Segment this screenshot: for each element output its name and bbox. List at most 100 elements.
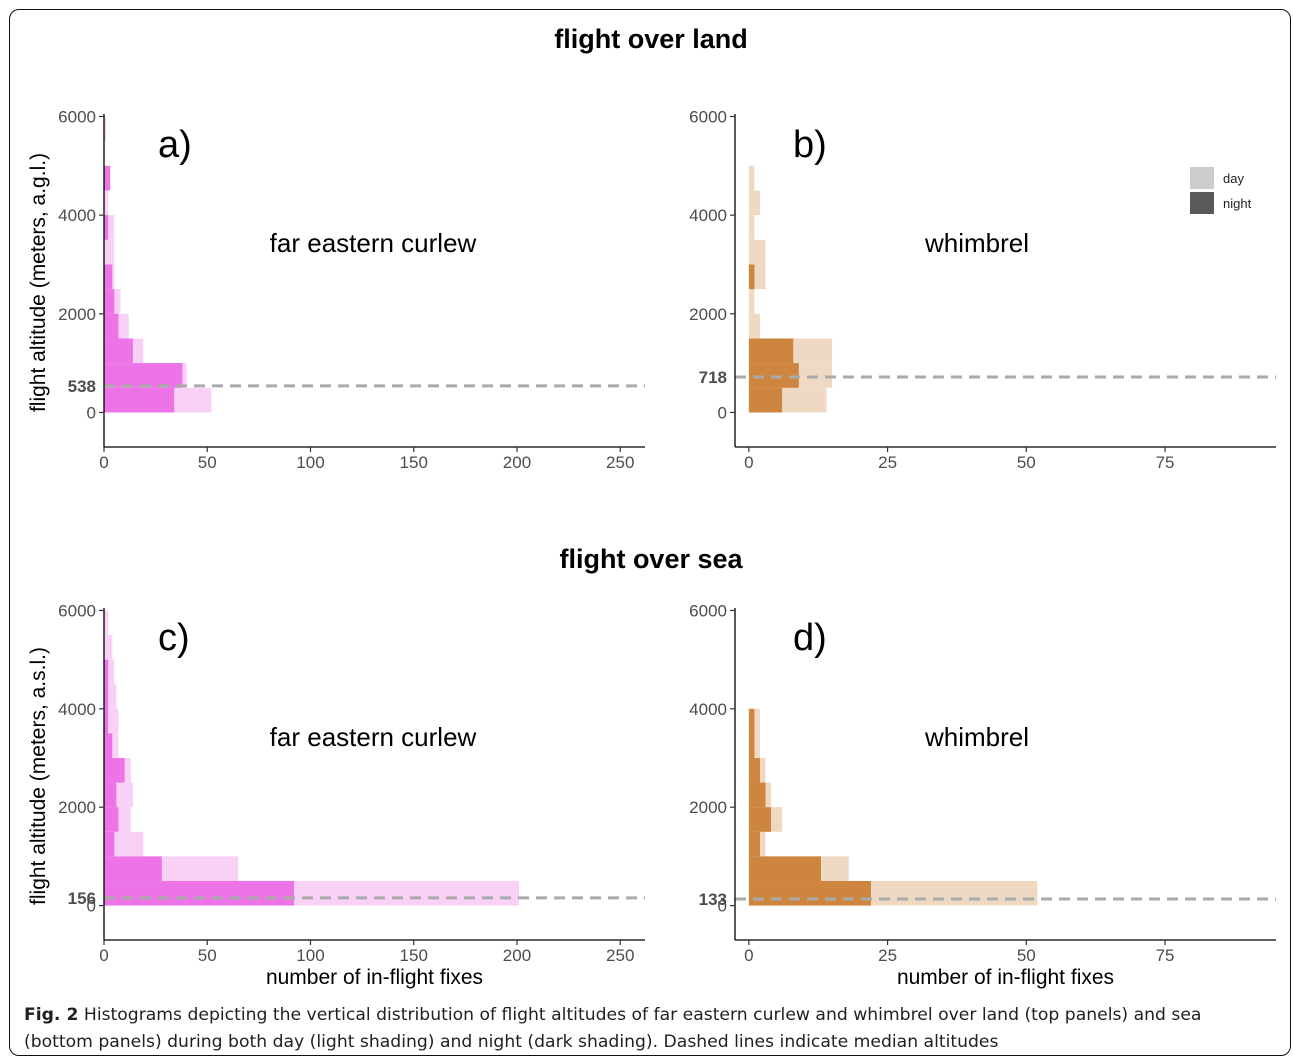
caption-text: Histograms depicting the vertical distri… xyxy=(24,1005,1202,1052)
bar-day-8 xyxy=(104,190,109,216)
x-axis-title: number of in-flight fixes xyxy=(897,966,1114,989)
panel-label: b) xyxy=(793,124,827,166)
legend-key-night xyxy=(1190,192,1214,214)
bar-day-7 xyxy=(104,215,115,240)
y-tick-label: 4000 xyxy=(689,700,727,719)
bar-day-9 xyxy=(748,165,755,191)
bar-day-6 xyxy=(748,239,766,265)
bar-night-1 xyxy=(104,363,183,388)
y-tick-label: 0 xyxy=(87,897,96,916)
x-tick-label: 250 xyxy=(606,453,634,472)
bar-night-1 xyxy=(748,363,799,388)
y-axis-title: flight altitude (meters, a.g.l.) xyxy=(27,153,50,412)
x-tick-label: 250 xyxy=(606,946,634,965)
y-tick-label: 2000 xyxy=(689,305,727,324)
bar-day-4 xyxy=(748,289,755,314)
median-label: 133 xyxy=(699,890,727,909)
bar-night-6 xyxy=(748,733,755,759)
bar-day-10 xyxy=(104,635,113,660)
bar-night-2 xyxy=(748,338,794,364)
panel-label: a) xyxy=(158,124,192,166)
panel-c: 0 50 100 150 200 250 0 2000 4000 6000 156 c) far eas… xyxy=(27,601,645,989)
median-label: 156 xyxy=(68,889,96,908)
x-tick-label: 100 xyxy=(296,946,324,965)
bar-day-10 xyxy=(104,116,107,142)
x-tick-label: 75 xyxy=(1156,946,1175,965)
x-tick-label: 200 xyxy=(503,453,531,472)
x-tick-label: 50 xyxy=(1017,453,1036,472)
species-annotation: whimbrel xyxy=(924,228,1029,258)
y-tick-label: 6000 xyxy=(58,601,96,620)
species-annotation: whimbrel xyxy=(924,722,1029,752)
bar-night-2 xyxy=(104,831,115,857)
legend-label-night: night xyxy=(1223,196,1252,211)
y-tick-label: 0 xyxy=(718,403,727,422)
y-tick-label: 2000 xyxy=(58,305,96,324)
bar-night-1 xyxy=(748,856,821,881)
bar-night-3 xyxy=(748,807,772,832)
figure-caption: Fig. 2 Histograms depicting the vertical… xyxy=(24,1002,1274,1056)
y-tick-label: 4000 xyxy=(689,206,727,225)
x-tick-label: 25 xyxy=(878,946,897,965)
panel-label: c) xyxy=(158,617,190,659)
y-tick-label: 6000 xyxy=(689,107,727,126)
y-tick-label: 0 xyxy=(718,897,727,916)
panel-a: 0 50 100 150 200 250 0 2000 4000 6000 538 a) far eas… xyxy=(27,107,645,472)
bar-night-5 xyxy=(748,758,760,783)
bar-night-8 xyxy=(104,684,109,709)
bar-night-5 xyxy=(104,758,125,783)
bar-night-0 xyxy=(104,387,175,413)
bar-day-9 xyxy=(104,659,115,685)
bar-night-4 xyxy=(104,782,117,808)
bar-day-8 xyxy=(748,190,760,216)
bar-night-1 xyxy=(104,856,162,881)
species-annotation: far eastern curlew xyxy=(270,228,477,258)
x-tick-label: 50 xyxy=(198,946,217,965)
species-annotation: far eastern curlew xyxy=(270,722,477,752)
y-tick-label: 4000 xyxy=(58,206,96,225)
bar-day-11 xyxy=(104,610,109,636)
bar-night-4 xyxy=(748,782,766,808)
y-tick-label: 0 xyxy=(87,403,96,422)
y-tick-label: 2000 xyxy=(689,798,727,817)
y-tick-label: 6000 xyxy=(689,601,727,620)
x-tick-label: 0 xyxy=(744,453,753,472)
row-title-sea: flight over sea xyxy=(559,544,743,574)
x-tick-label: 75 xyxy=(1156,453,1175,472)
x-tick-label: 150 xyxy=(400,453,428,472)
x-tick-label: 50 xyxy=(198,453,217,472)
legend-key-day xyxy=(1190,167,1214,189)
bar-night-6 xyxy=(104,733,113,759)
x-tick-label: 25 xyxy=(878,453,897,472)
panel-b: 0 25 50 75 0 2000 4000 6000 718 b) whimbrel xyxy=(689,107,1276,472)
bar-night-6 xyxy=(104,215,109,240)
bar-night-0 xyxy=(104,880,294,906)
legend: day night xyxy=(1190,167,1252,214)
bar-day-3 xyxy=(748,313,760,339)
x-tick-label: 100 xyxy=(296,453,324,472)
x-axis-title: number of in-flight fixes xyxy=(266,966,483,989)
x-tick-label: 0 xyxy=(744,946,753,965)
bar-night-0 xyxy=(748,387,783,413)
y-axis-title: flight altitude (meters, a.s.l.) xyxy=(27,647,50,905)
bar-day-6 xyxy=(104,239,115,265)
bar-night-3 xyxy=(104,313,119,339)
bar-night-7 xyxy=(748,708,755,734)
x-tick-label: 200 xyxy=(503,946,531,965)
y-tick-label: 6000 xyxy=(58,107,96,126)
median-label: 538 xyxy=(68,377,96,396)
bar-night-2 xyxy=(104,338,133,364)
bar-night-0 xyxy=(748,880,871,906)
figure-canvas: flight over land flight over sea 0 50 100 1… xyxy=(27,24,1276,989)
y-tick-label: 4000 xyxy=(58,700,96,719)
bar-night-3 xyxy=(104,807,119,832)
x-tick-label: 150 xyxy=(400,946,428,965)
bar-night-2 xyxy=(748,831,760,857)
x-tick-label: 0 xyxy=(99,453,108,472)
panel-label: d) xyxy=(793,617,827,659)
row-title-land: flight over land xyxy=(554,24,748,54)
bar-night-3 xyxy=(748,264,755,290)
x-tick-label: 0 xyxy=(99,946,108,965)
bar-night-7 xyxy=(104,165,111,191)
bar-night-5 xyxy=(104,264,113,290)
